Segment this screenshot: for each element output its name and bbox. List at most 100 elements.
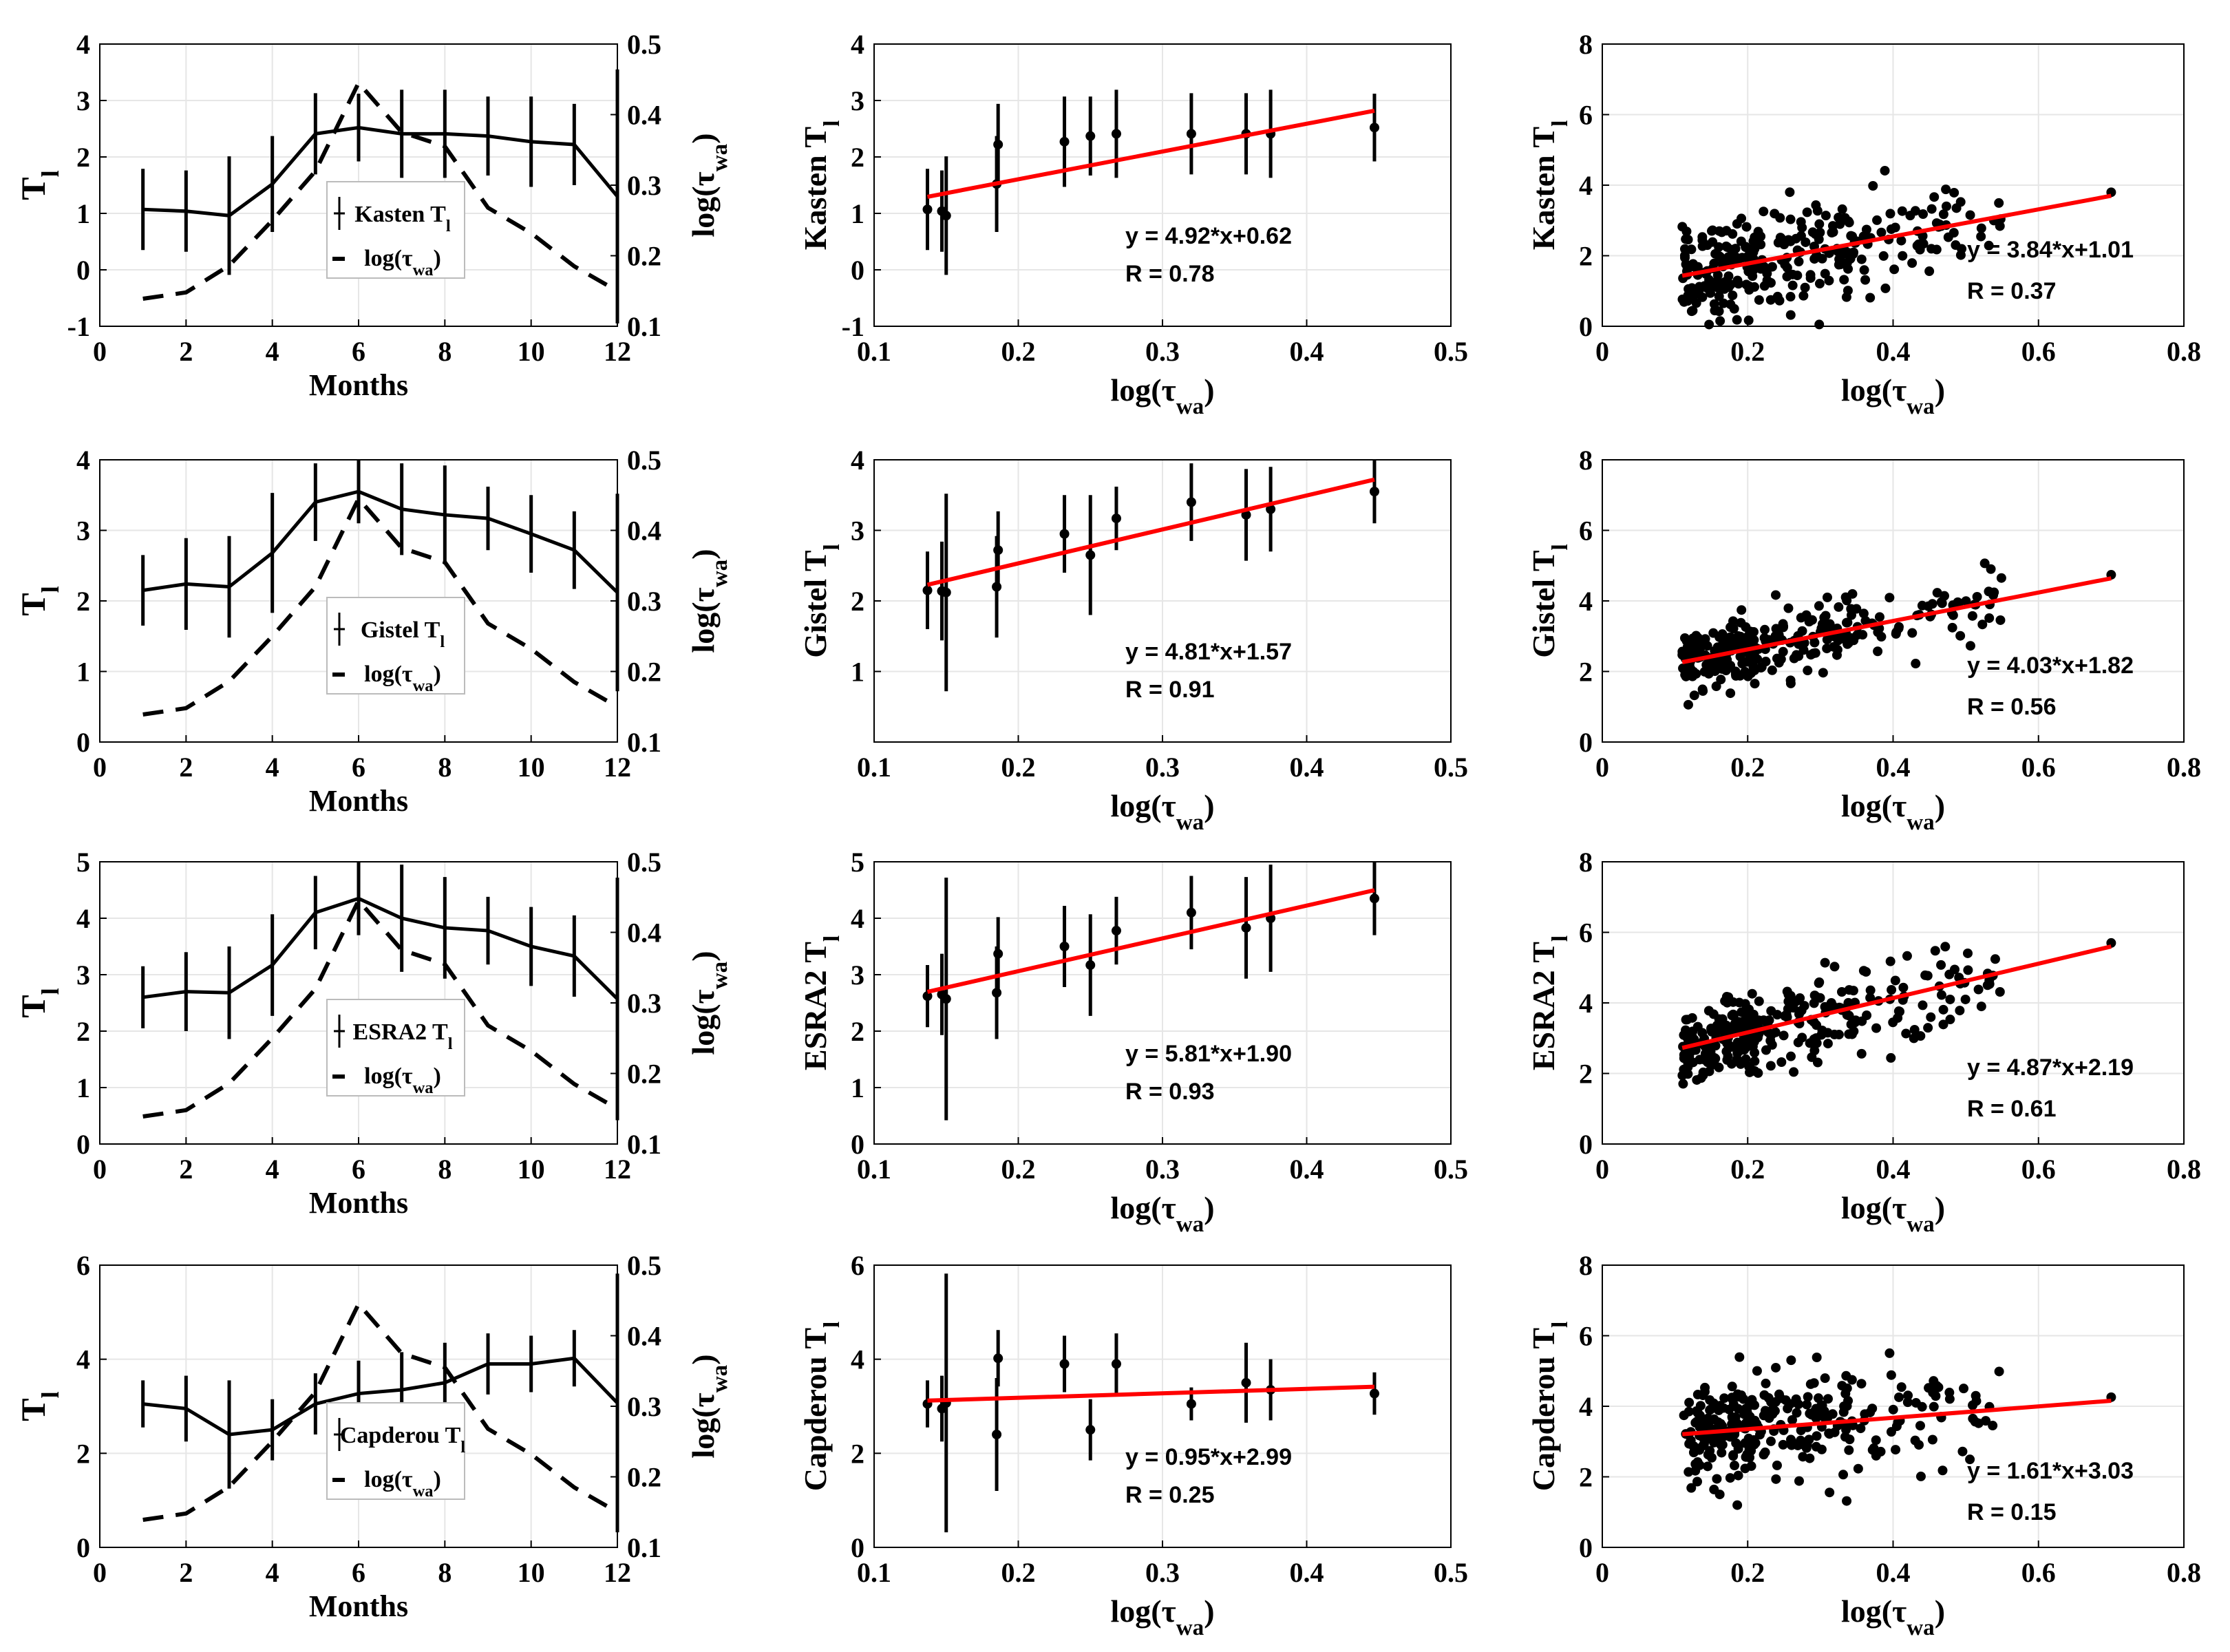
y-axis-label: Kasten Tl bbox=[1526, 120, 1573, 251]
x-tick-label: 2 bbox=[179, 1557, 193, 1588]
scatter-point bbox=[1893, 622, 1904, 632]
y-axis-label: Kasten Tl bbox=[798, 120, 845, 251]
scatter-point bbox=[1695, 1460, 1705, 1470]
x-tick-label: 4 bbox=[266, 1154, 279, 1185]
scatter-point bbox=[1684, 1406, 1694, 1417]
scatter-point bbox=[1898, 251, 1908, 261]
x-axis-label: Months bbox=[309, 368, 408, 402]
scatter-point bbox=[1783, 603, 1794, 613]
scatter-point bbox=[1781, 1395, 1791, 1406]
scatter-point bbox=[1880, 283, 1891, 293]
scatter-point bbox=[1814, 279, 1825, 289]
scatter-point bbox=[1960, 994, 1971, 1004]
scatter-point bbox=[1885, 209, 1895, 219]
y-tick-label: 4 bbox=[76, 445, 90, 476]
scatter-point bbox=[1721, 639, 1732, 649]
scatter-point bbox=[1719, 298, 1729, 308]
scatter-point bbox=[1929, 192, 1940, 202]
scatter-point bbox=[1856, 1379, 1867, 1389]
x-tick-label: 0.8 bbox=[2167, 1557, 2201, 1588]
scatter-point bbox=[1937, 1465, 1948, 1476]
scatter-point bbox=[1744, 285, 1754, 295]
scatter-point bbox=[1754, 996, 1764, 1006]
scatter-point bbox=[1719, 277, 1730, 287]
scatter-point bbox=[1951, 240, 1961, 251]
scatter-point bbox=[1797, 222, 1807, 233]
scatter-panel: 0 0.2 0.4 0.6 0.8 0 2 4 6 8 log(τwa) Capderou Tl y =… bbox=[1526, 1250, 2201, 1640]
scatter-point bbox=[1820, 957, 1830, 968]
scatter-point bbox=[1741, 242, 1751, 253]
scatter-point bbox=[1994, 1366, 2004, 1377]
scatter-point bbox=[1688, 633, 1698, 644]
scatter-point bbox=[1865, 993, 1876, 1003]
scatter-point bbox=[1692, 1476, 1702, 1487]
y-tick-label: 0 bbox=[1579, 1532, 1593, 1563]
legend-box bbox=[326, 181, 465, 279]
fit-line bbox=[926, 477, 1375, 587]
scatter-point bbox=[1909, 1024, 1920, 1035]
scatter-point bbox=[1809, 1017, 1819, 1027]
scatter-point bbox=[1861, 966, 1871, 977]
scatter-point bbox=[1785, 678, 1796, 688]
scatter-point bbox=[1765, 1436, 1776, 1446]
scatter-point bbox=[1796, 231, 1806, 241]
data-point bbox=[1111, 1359, 1121, 1369]
legend-label-model: Gistel Tl bbox=[361, 617, 445, 651]
legend: Capderou Tl log(τwa) bbox=[326, 1402, 465, 1501]
scatter-point bbox=[1871, 1435, 1881, 1446]
scatter-point bbox=[1686, 1047, 1696, 1057]
scatter-point bbox=[1803, 666, 1813, 676]
y-tick-label: 6 bbox=[851, 1250, 864, 1281]
scatter-point bbox=[1692, 1074, 1702, 1085]
scatter-point bbox=[1727, 1392, 1737, 1403]
y2-tick-label: 0.2 bbox=[627, 241, 661, 272]
monthly-mean-line bbox=[142, 896, 619, 1001]
fit-r-value: R = 0.61 bbox=[1967, 1096, 2056, 1122]
scatter-point bbox=[1802, 1399, 1812, 1410]
scatter-point bbox=[1822, 644, 1832, 654]
scatter-point bbox=[1686, 1483, 1697, 1493]
legend-label-log-tau: log(τwa) bbox=[364, 1063, 441, 1097]
fit-equation: y = 0.95*x+2.99 bbox=[1125, 1444, 1292, 1470]
data-point bbox=[1186, 907, 1196, 918]
scatter-point bbox=[1794, 1476, 1804, 1486]
data-point bbox=[1085, 1425, 1096, 1435]
y-tick-label: 1 bbox=[851, 198, 864, 229]
scatter-point bbox=[1876, 227, 1887, 237]
y-tick-label: 1 bbox=[76, 1072, 90, 1103]
x-tick-label: 0 bbox=[93, 1154, 107, 1185]
x-tick-label: 0 bbox=[93, 1557, 107, 1588]
scatter-point bbox=[1688, 259, 1698, 269]
fit-line bbox=[1681, 1398, 2112, 1437]
scatter-point bbox=[1817, 253, 1827, 264]
data-point bbox=[1085, 550, 1096, 560]
scatter-point bbox=[1984, 240, 1994, 251]
scatter-point bbox=[1730, 1461, 1740, 1471]
scatter-point bbox=[1767, 1405, 1778, 1415]
scatter-point bbox=[1753, 226, 1763, 237]
scatter-point bbox=[1717, 629, 1728, 639]
scatter-point bbox=[1907, 258, 1918, 268]
scatter-point bbox=[1837, 204, 1847, 214]
scatter-point bbox=[1685, 664, 1695, 674]
scatter-point bbox=[1733, 1470, 1743, 1481]
scatter-point bbox=[1714, 291, 1724, 301]
scatter-point bbox=[1823, 1039, 1833, 1049]
data-point bbox=[1369, 487, 1379, 497]
scatter-point bbox=[1806, 650, 1816, 660]
x-axis-label: Months bbox=[309, 1186, 408, 1220]
scatter-point bbox=[1770, 209, 1780, 219]
scatter-point bbox=[1740, 999, 1750, 1009]
scatter-point bbox=[1820, 211, 1831, 221]
scatter-point bbox=[1680, 253, 1690, 263]
y-tick-label: 4 bbox=[851, 445, 864, 476]
scatter-point bbox=[1965, 210, 1975, 220]
scatter-point bbox=[1937, 598, 1947, 608]
x-tick-label: 0 bbox=[93, 336, 107, 367]
y-tick-label: 0 bbox=[1579, 311, 1593, 342]
y-tick-label: 5 bbox=[851, 847, 864, 878]
scatter-point bbox=[1856, 1423, 1866, 1434]
scatter-point bbox=[1681, 1015, 1691, 1025]
scatter-point bbox=[1949, 964, 1960, 975]
scatter-point bbox=[1996, 573, 2006, 583]
